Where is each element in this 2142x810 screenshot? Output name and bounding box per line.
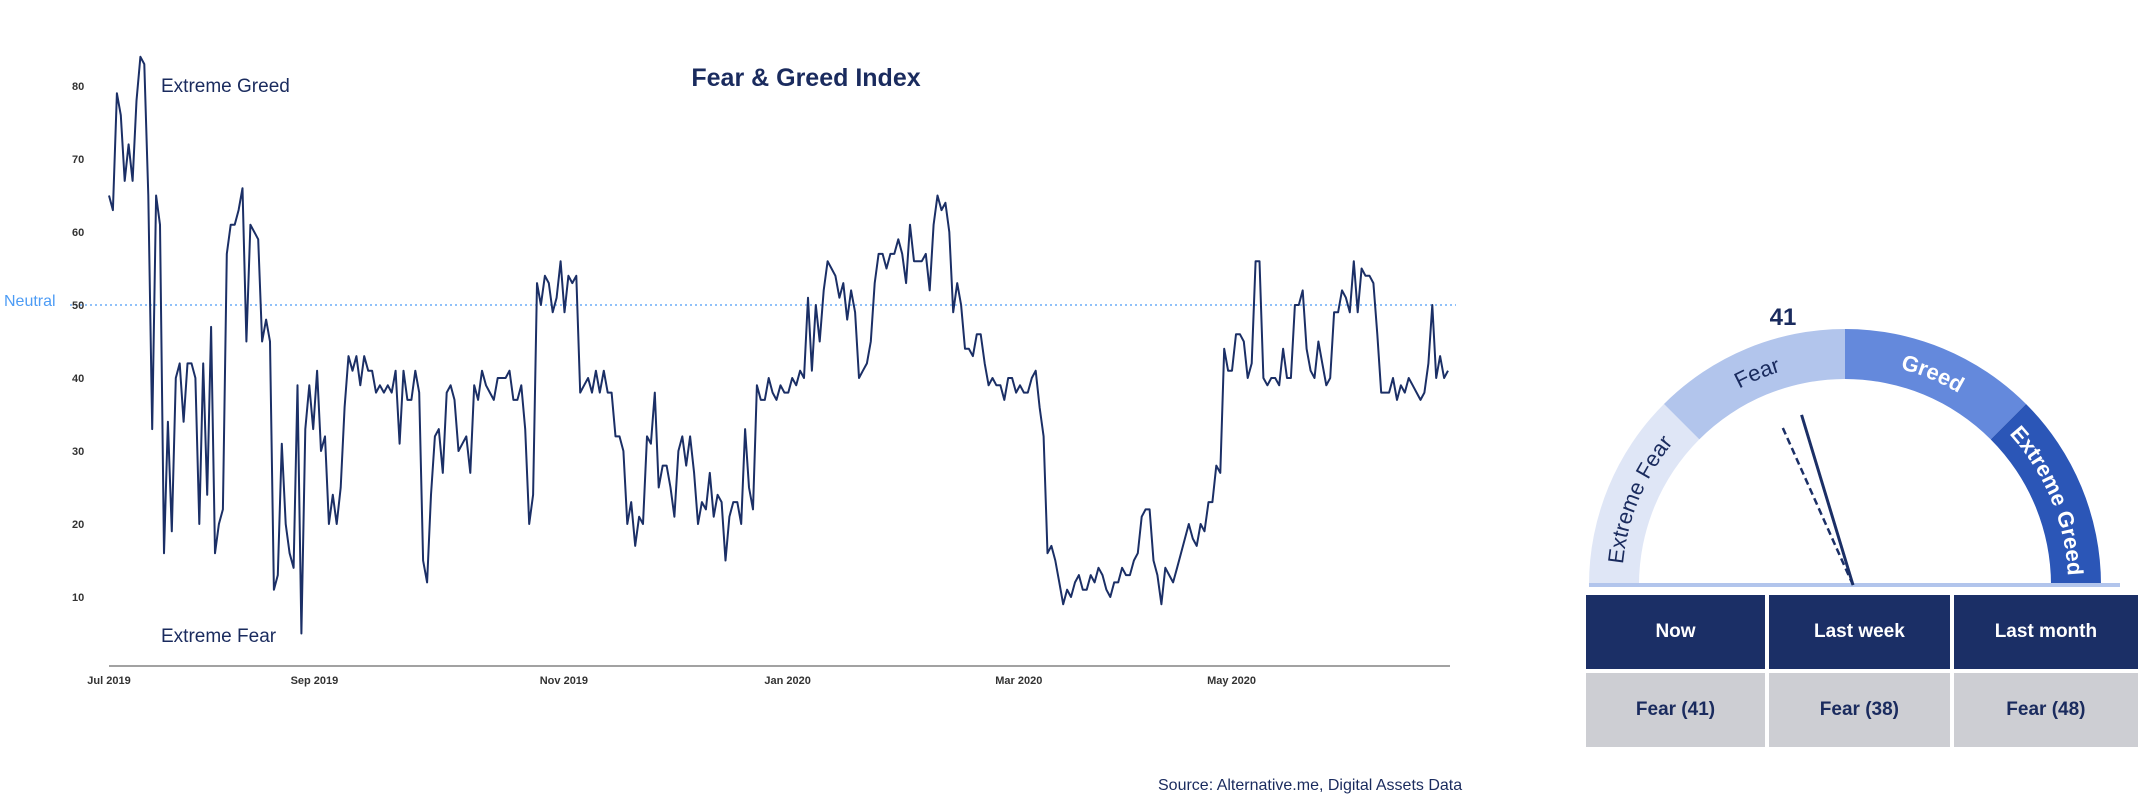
header-now: Now — [1586, 595, 1765, 669]
x-tick-label: Nov 2019 — [540, 675, 588, 687]
value-now: Fear (41) — [1586, 673, 1765, 747]
x-tick-label: Mar 2020 — [995, 675, 1042, 687]
x-tick-label: Jul 2019 — [87, 675, 130, 687]
y-tick-label: 10 — [72, 592, 84, 604]
y-tick-label: 80 — [72, 81, 84, 93]
header-last-month: Last month — [1953, 595, 2138, 669]
source-note: Source: Alternative.me, Digital Assets D… — [1158, 777, 1463, 794]
neutral-label: Neutral — [4, 293, 56, 310]
x-tick-label: May 2020 — [1207, 675, 1256, 687]
y-tick-label: 60 — [72, 227, 84, 239]
y-tick-label: 20 — [72, 519, 84, 531]
series-line — [108, 55, 1449, 635]
extreme-fear-annotation: Extreme Fear — [161, 626, 277, 647]
gauge-value: 41 — [1769, 304, 1797, 331]
gauge-previous-needle — [1781, 427, 1855, 586]
fear-greed-line-chart: 10 20 30 40 50 60 70 80 Jul 2019 Sep 2019 Nov 201… — [70, 55, 1456, 687]
summary-table: Now Last week Last month Fear (41) Fear … — [1582, 591, 2142, 751]
y-tick-label: 30 — [72, 446, 84, 458]
extreme-greed-annotation: Extreme Greed — [161, 76, 290, 97]
y-tick-label: 50 — [72, 300, 84, 312]
y-tick-label: 70 — [72, 154, 84, 166]
value-last-month: Fear (48) — [1953, 673, 2138, 747]
chart-title: Fear & Greed Index — [691, 64, 921, 92]
gauge-segment-greed — [1845, 329, 2027, 440]
gauge-segment-extreme-fear — [1589, 403, 1700, 585]
y-tick-label: 40 — [72, 373, 84, 385]
header-last-week: Last week — [1768, 595, 1950, 669]
gauge-segment-extreme-greed — [1990, 403, 2101, 585]
x-tick-label: Jan 2020 — [764, 675, 810, 687]
gauge-needle — [1800, 414, 1855, 586]
value-last-week: Fear (38) — [1768, 673, 1950, 747]
gauge-segment-fear — [1663, 329, 1845, 440]
x-tick-label: Sep 2019 — [291, 675, 339, 687]
